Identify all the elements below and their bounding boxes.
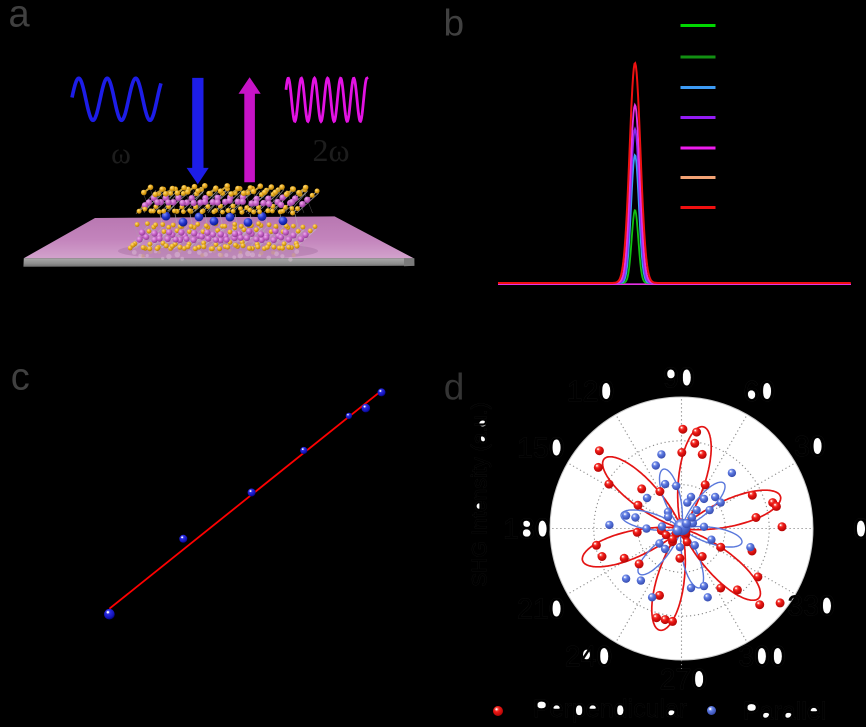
svg-text:300: 300: [738, 641, 786, 673]
svg-text:60: 60: [743, 376, 775, 408]
svg-text:150: 150: [517, 432, 565, 464]
svg-text:180: 180: [503, 514, 551, 546]
svg-text:a: a: [9, 0, 31, 36]
svg-text:Perpendicular: Perpendicular: [533, 695, 687, 723]
svg-text:b: b: [444, 2, 465, 43]
svg-text:SHG Intensity (a.u.): SHG Intensity (a.u.): [469, 402, 492, 586]
svg-text:30: 30: [794, 431, 826, 463]
svg-text:330: 330: [787, 591, 835, 623]
svg-text:240: 240: [565, 641, 613, 673]
svg-text:d: d: [444, 366, 465, 407]
svg-text:0: 0: [853, 514, 866, 546]
svg-text:2ω: 2ω: [312, 132, 349, 168]
svg-text:210: 210: [517, 594, 565, 626]
svg-text:90: 90: [663, 363, 695, 395]
svg-text:ω: ω: [111, 137, 131, 170]
svg-text:Parallel: Parallel: [743, 698, 826, 726]
svg-text:c: c: [11, 356, 30, 398]
svg-text:120: 120: [567, 376, 615, 408]
svg-text:270: 270: [660, 664, 708, 696]
